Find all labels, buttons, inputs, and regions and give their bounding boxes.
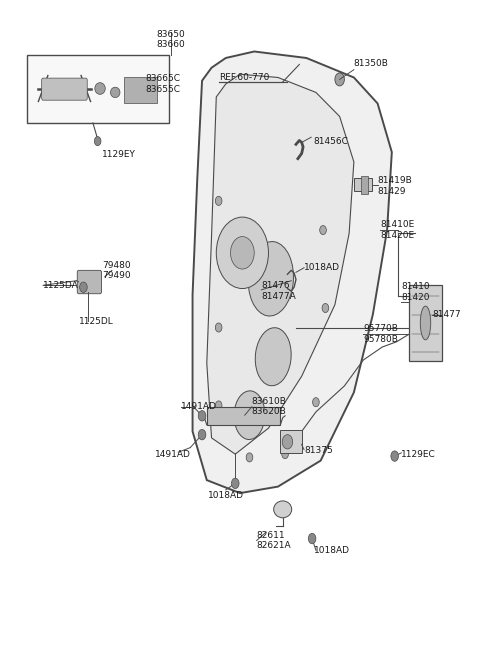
Circle shape [391, 451, 398, 461]
Ellipse shape [248, 242, 293, 316]
Polygon shape [192, 52, 392, 493]
Circle shape [216, 401, 222, 410]
Circle shape [216, 323, 222, 332]
Text: 81477: 81477 [432, 310, 461, 319]
Text: 79480
79490: 79480 79490 [102, 261, 131, 280]
Text: 1129EC: 1129EC [401, 449, 436, 458]
Text: 81375: 81375 [304, 447, 333, 455]
Circle shape [312, 398, 319, 407]
Circle shape [335, 73, 344, 86]
Text: 81419B
81429: 81419B 81429 [378, 176, 412, 196]
Bar [124, 77, 157, 103]
Circle shape [216, 196, 222, 206]
Bar [361, 176, 368, 194]
Text: 81456C: 81456C [313, 137, 348, 146]
Text: 82611
82621A: 82611 82621A [257, 531, 291, 550]
Bar [280, 430, 301, 453]
Text: 1125DL: 1125DL [79, 316, 113, 326]
Circle shape [246, 453, 253, 462]
Bar [26, 55, 169, 123]
Circle shape [282, 435, 293, 449]
Ellipse shape [274, 501, 292, 518]
Bar [409, 285, 442, 362]
Polygon shape [221, 117, 344, 253]
Text: 1018AD: 1018AD [208, 491, 244, 500]
Text: 1018AD: 1018AD [304, 263, 340, 272]
Text: 81350B: 81350B [354, 59, 389, 67]
Circle shape [198, 411, 206, 421]
Ellipse shape [110, 87, 120, 98]
Ellipse shape [95, 83, 105, 94]
Text: 1018AD: 1018AD [313, 546, 349, 555]
Text: 1491AD: 1491AD [180, 402, 216, 411]
Text: 83650
83660: 83650 83660 [157, 30, 186, 50]
Circle shape [230, 236, 254, 269]
Ellipse shape [234, 391, 265, 440]
Circle shape [80, 282, 87, 292]
Text: 95770B
95780B: 95770B 95780B [363, 324, 398, 344]
Text: 81476
81477A: 81476 81477A [261, 282, 296, 301]
Text: REF.60-770: REF.60-770 [219, 73, 269, 82]
Ellipse shape [420, 306, 431, 340]
Ellipse shape [255, 328, 291, 386]
Bar [354, 178, 372, 191]
FancyBboxPatch shape [42, 78, 87, 100]
Circle shape [216, 217, 268, 289]
Text: 1491AD: 1491AD [155, 449, 191, 458]
Circle shape [198, 430, 206, 440]
Text: 81410E
81420E: 81410E 81420E [380, 220, 414, 240]
Text: 1129EY: 1129EY [102, 150, 136, 159]
Circle shape [231, 478, 239, 489]
Polygon shape [207, 74, 354, 454]
FancyBboxPatch shape [77, 271, 101, 293]
Text: 83610B
83620B: 83610B 83620B [252, 397, 287, 417]
Bar [207, 407, 280, 425]
Circle shape [282, 449, 288, 458]
Circle shape [320, 225, 326, 234]
Text: 81410
81420: 81410 81420 [401, 282, 430, 301]
Circle shape [308, 533, 316, 544]
Text: 1125DA: 1125DA [43, 281, 79, 290]
Circle shape [322, 303, 329, 312]
Text: 83665C
83655C: 83665C 83655C [145, 74, 180, 94]
Circle shape [95, 136, 101, 145]
